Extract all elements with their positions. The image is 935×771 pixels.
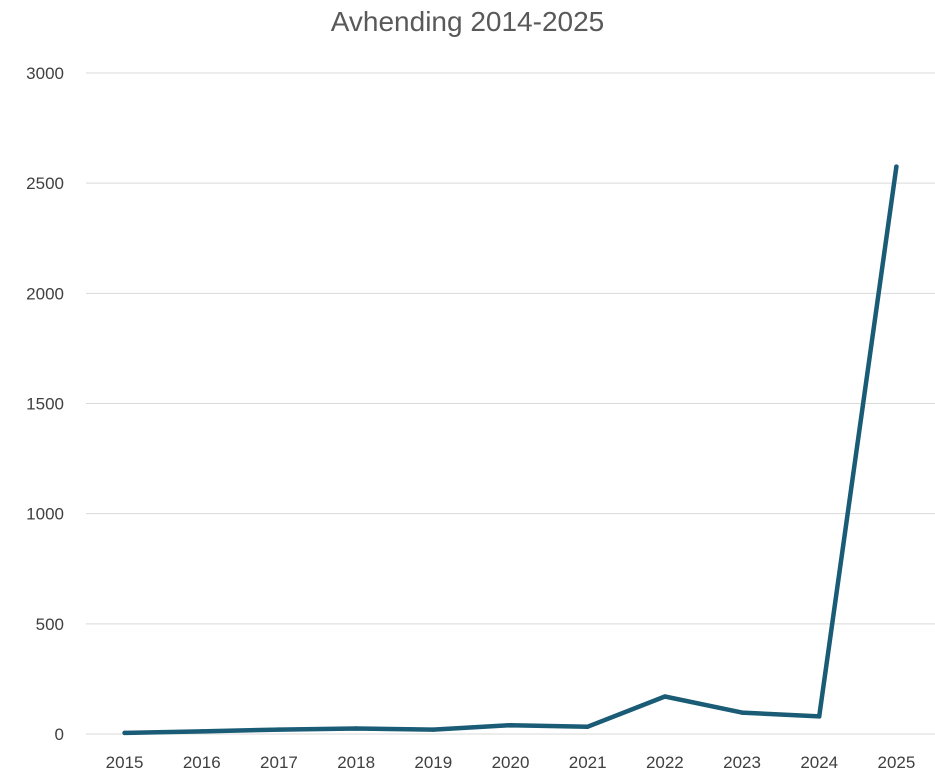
x-tick-label: 2020 <box>492 753 530 771</box>
x-tick-label: 2019 <box>414 753 452 771</box>
x-tick-label: 2018 <box>337 753 375 771</box>
x-tick-label: 2025 <box>877 753 915 771</box>
data-point <box>353 726 359 731</box>
data-point <box>585 724 590 729</box>
data-point <box>662 694 668 699</box>
x-tick-label: 2023 <box>723 753 761 771</box>
data-point <box>276 727 282 732</box>
y-tick-label: 0 <box>55 725 64 744</box>
data-point <box>508 722 513 728</box>
data-point <box>894 164 899 169</box>
x-tick-label: 2015 <box>106 753 144 771</box>
data-point <box>122 730 127 736</box>
data-point <box>739 710 745 715</box>
y-tick-label: 1000 <box>26 505 64 524</box>
x-tick-label: 2024 <box>800 753 838 771</box>
data-point <box>817 714 822 719</box>
chart-title: Avhending 2014-2025 <box>330 6 605 37</box>
y-tick-label: 1500 <box>26 395 64 414</box>
x-tick-label: 2022 <box>646 753 684 771</box>
y-tick-label: 500 <box>36 615 64 634</box>
y-tick-label: 2000 <box>26 284 64 303</box>
x-tick-label: 2017 <box>260 753 298 771</box>
data-point <box>199 729 204 734</box>
y-tick-label: 2500 <box>26 174 64 193</box>
x-tick-label: 2016 <box>183 753 221 771</box>
x-tick-label: 2021 <box>569 753 607 771</box>
series-line <box>122 164 899 736</box>
y-tick-label: 3000 <box>26 64 64 83</box>
data-point <box>431 727 436 732</box>
